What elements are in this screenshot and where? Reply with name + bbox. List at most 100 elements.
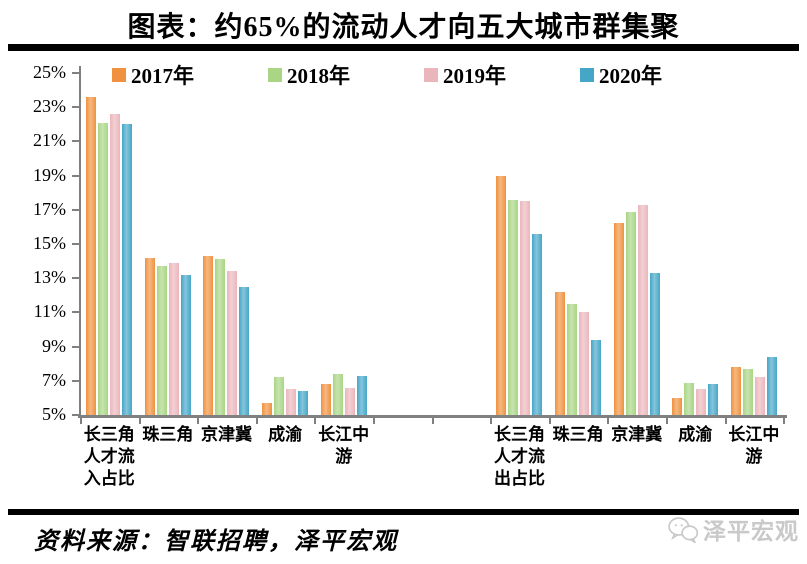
x-tick — [490, 417, 493, 424]
y-tick — [72, 106, 79, 109]
page-title: 图表：约65%的流动人才向五大城市群集聚 — [127, 12, 680, 43]
bar — [520, 201, 531, 415]
footer-divider — [8, 509, 799, 515]
y-tick — [72, 140, 79, 143]
x-tick — [607, 417, 610, 424]
category-label: 珠三角 — [130, 424, 207, 446]
bar-group — [607, 63, 666, 415]
bar — [591, 339, 602, 415]
bar — [215, 259, 226, 415]
source-note: 资料来源：智联招聘，泽平宏观 — [34, 529, 398, 555]
bar-group — [490, 63, 549, 415]
bar — [672, 397, 683, 415]
y-tick-label: 15% — [33, 233, 66, 253]
bar — [625, 211, 636, 415]
bar-group — [139, 63, 198, 415]
y-tick-label: 17% — [33, 198, 66, 219]
x-tick — [197, 417, 200, 424]
x-tick — [431, 417, 434, 424]
bar — [684, 382, 695, 415]
x-tick — [255, 417, 258, 424]
category-label-line: 成渝 — [678, 425, 713, 444]
bar — [708, 384, 719, 415]
y-tick-label: 11% — [33, 301, 66, 322]
legend-item: 2017年 — [112, 60, 194, 90]
chart-legend: 2017年 2018年 2019年 2020年 — [112, 60, 662, 90]
y-tick-label: 21% — [33, 130, 66, 151]
bar — [637, 204, 648, 415]
bar-group — [256, 63, 315, 415]
title-divider — [8, 44, 799, 51]
bar — [766, 356, 777, 415]
category-label: 珠三角 — [540, 424, 617, 446]
bar — [742, 368, 753, 415]
bar — [203, 255, 214, 415]
category-label: 京津冀 — [188, 424, 265, 446]
bar — [168, 262, 179, 415]
y-tick — [72, 379, 79, 382]
legend-swatch — [268, 68, 282, 82]
y-tick-label: 7% — [42, 369, 66, 390]
bar — [649, 273, 660, 415]
bar — [320, 384, 331, 415]
legend-label: 2020年 — [599, 64, 662, 88]
bar — [754, 377, 765, 415]
wechat-icon — [668, 516, 699, 543]
bar — [86, 96, 97, 415]
y-tick-label: 5% — [42, 404, 66, 424]
category-label-line: 出占比 — [493, 469, 545, 488]
legend-item: 2019年 — [424, 60, 506, 90]
bar — [239, 286, 250, 415]
legend-label: 2017年 — [131, 64, 194, 88]
bar — [156, 266, 167, 415]
bar-group — [197, 63, 256, 415]
bar — [356, 375, 367, 415]
category-label-line: 成渝 — [268, 425, 303, 444]
bar — [496, 175, 507, 415]
x-tick — [80, 417, 82, 424]
watermark: 泽平宏观 — [667, 512, 799, 546]
y-tick-label: 13% — [33, 267, 66, 288]
bar — [144, 257, 155, 415]
y-tick — [72, 72, 79, 74]
x-axis-line — [78, 415, 788, 418]
category-label: 成渝 — [247, 424, 324, 446]
y-tick-label: 19% — [33, 164, 66, 185]
bar — [532, 233, 543, 415]
category-label: 长江中游 — [305, 424, 382, 468]
legend-swatch — [112, 68, 126, 82]
category-label-line: 游 — [745, 447, 763, 466]
category-label-line: 游 — [335, 447, 353, 466]
category-label: 京津冀 — [598, 424, 675, 446]
x-tick — [666, 417, 668, 424]
bar — [730, 367, 741, 415]
category-label-line: 珠三角 — [142, 425, 194, 444]
y-tick-label: 9% — [42, 335, 66, 356]
bar — [613, 223, 624, 415]
legend-label: 2018年 — [287, 64, 350, 88]
category-label: 长三角 人才流 入占比 — [71, 424, 148, 490]
category-label-line: 人才流 — [493, 447, 545, 466]
x-tick — [724, 417, 727, 424]
bar-group — [314, 63, 373, 415]
bar — [696, 389, 707, 415]
bar-group — [80, 63, 139, 415]
bar-group — [725, 63, 784, 415]
category-label-line: 入占比 — [83, 469, 135, 488]
y-tick-label: 23% — [33, 96, 66, 117]
y-tick — [72, 277, 79, 280]
legend-swatch — [580, 68, 594, 82]
bar — [567, 303, 578, 415]
category-label-line: 京津冀 — [611, 425, 663, 444]
bar — [110, 114, 121, 415]
legend-swatch — [424, 68, 438, 82]
bar — [274, 377, 285, 415]
y-tick — [72, 414, 79, 416]
category-label: 长江中游 — [716, 424, 793, 468]
bar — [98, 122, 109, 415]
bar — [555, 291, 566, 415]
legend-item: 2020年 — [580, 60, 662, 90]
category-label-line: 长江中 — [728, 425, 780, 444]
y-axis-line — [79, 66, 81, 417]
